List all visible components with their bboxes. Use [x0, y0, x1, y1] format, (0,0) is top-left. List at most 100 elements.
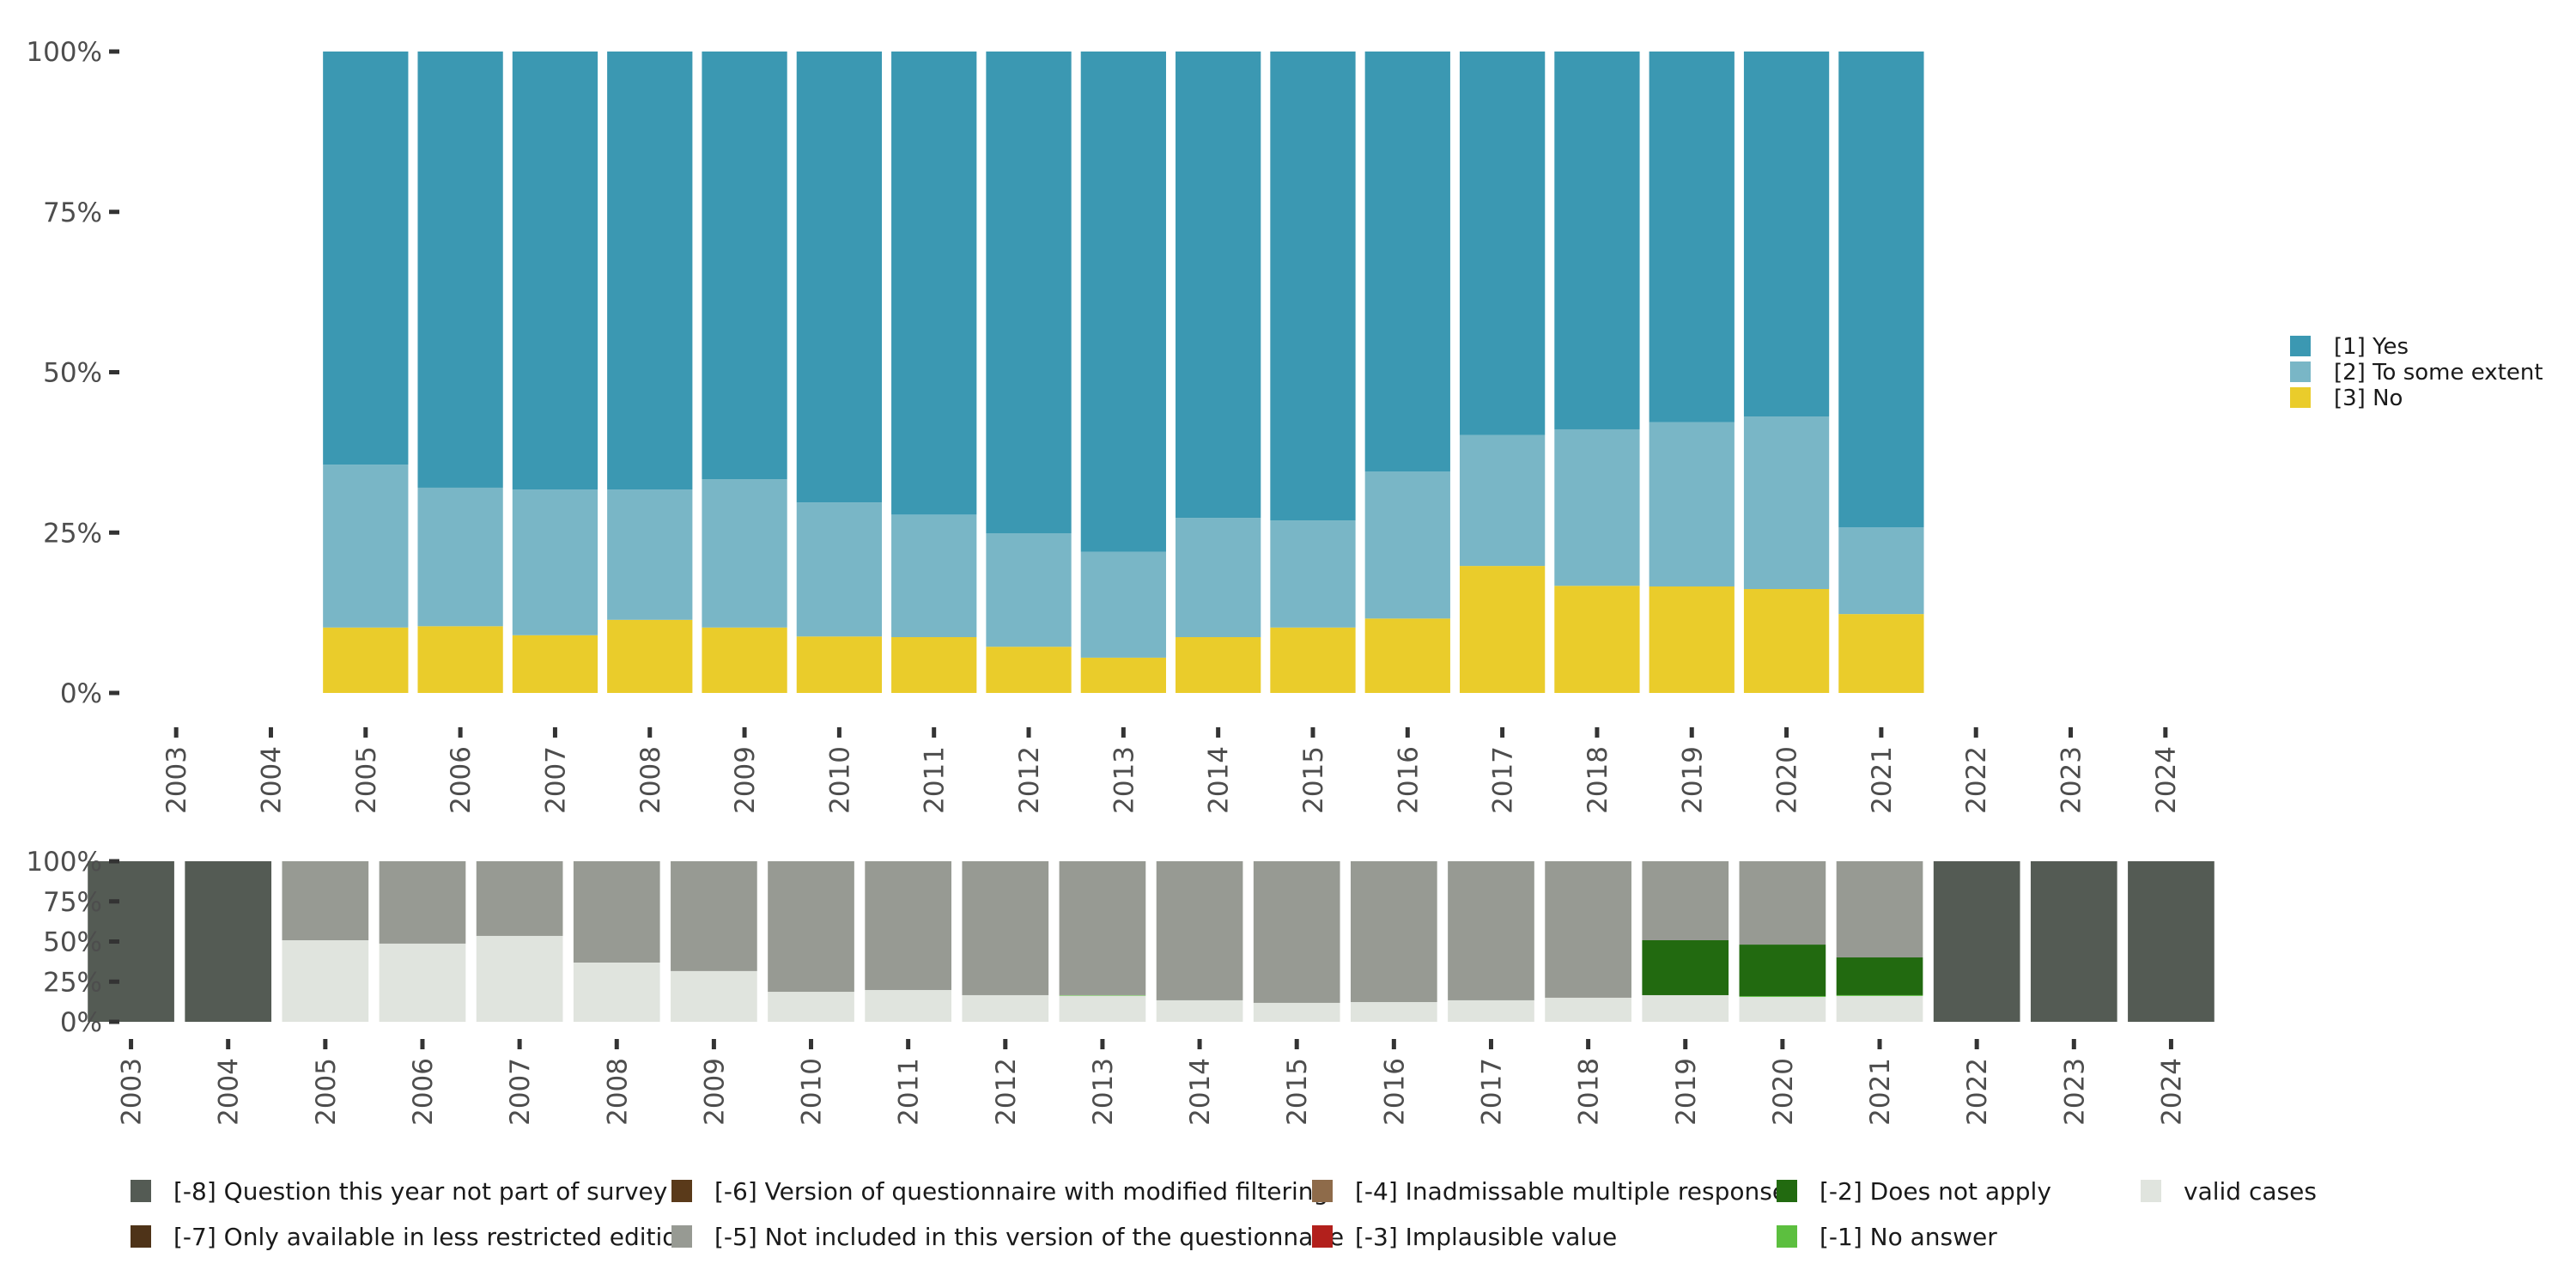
legend-swatch-2	[2290, 387, 2311, 408]
x-tick-mark-2021	[1877, 1039, 1882, 1049]
x-tick-mark-2008	[614, 1039, 619, 1049]
bar-segment-2009-s1	[702, 479, 787, 628]
legend-swatch-b2	[671, 1180, 692, 1202]
y-tick-label-0: 0%	[60, 678, 102, 709]
bar-segment-2019-s5	[1642, 861, 1729, 941]
bar-segment-2014-s0	[1156, 999, 1243, 1022]
legend-label-2: [3] No	[2334, 386, 2403, 411]
bar-segment-2016-s2	[1364, 52, 1450, 472]
x-tick-label-2005: 2005	[311, 1058, 342, 1126]
bar-segment-2010-s0	[796, 636, 883, 693]
legend-swatch-b7	[1777, 1225, 1797, 1248]
bar-segment-2017-s0	[1459, 566, 1546, 693]
x-tick-label-2011: 2011	[920, 746, 951, 814]
x-tick-label-2014: 2014	[1204, 746, 1235, 814]
bar-segment-2020-s0	[1739, 997, 1826, 1022]
bar-segment-2011-s0	[865, 989, 952, 1022]
legend-swatch-b8	[2141, 1180, 2161, 1202]
x-tick-label-2017: 2017	[1476, 1058, 1507, 1126]
x-tick-label-2007: 2007	[540, 746, 571, 814]
x-tick-mark-2022	[1973, 727, 1978, 738]
bar-segment-2007-s0	[476, 935, 563, 1022]
x-tick-mark-2014	[1216, 727, 1221, 738]
legend-swatch-0	[2290, 336, 2311, 356]
bar-segment-2006-s5	[379, 861, 466, 944]
x-tick-mark-2013	[1121, 727, 1126, 738]
x-tick-mark-2007	[552, 727, 557, 738]
bar-segment-2017-s1	[1459, 434, 1546, 567]
y-tick-mark-50	[109, 939, 119, 944]
x-tick-label-2015: 2015	[1282, 1058, 1313, 1126]
y-tick-mark-100	[109, 49, 119, 54]
y-tick-label-100: 100%	[26, 847, 102, 878]
bar-segment-2012-s1	[986, 532, 1072, 647]
y-tick-label-0: 0%	[60, 1007, 102, 1038]
y-tick-label-75: 75%	[43, 887, 102, 918]
x-tick-label-2007: 2007	[505, 1058, 536, 1126]
bar-segment-2013-s1	[1080, 551, 1166, 658]
x-tick-mark-2022	[1974, 1039, 1979, 1049]
x-tick-mark-2004	[226, 1039, 231, 1049]
x-tick-label-2006: 2006	[408, 1058, 439, 1126]
bar-segment-2013-s0	[1080, 657, 1166, 693]
bar-segment-2010-s5	[768, 861, 854, 993]
bar-segment-2007-s1	[512, 489, 598, 635]
bar-segment-2007-s2	[512, 52, 598, 490]
bar-segment-2014-s2	[1176, 52, 1261, 519]
x-tick-mark-2007	[517, 1039, 522, 1049]
bar-segment-2016-s0	[1350, 1001, 1437, 1022]
y-tick-mark-25	[109, 979, 119, 984]
x-tick-label-2014: 2014	[1185, 1058, 1216, 1126]
bar-segment-2019-s2	[1649, 52, 1735, 422]
bar-segment-2021-s5	[1836, 861, 1923, 958]
legend-label-b4: [-4] Inadmissable multiple response	[1355, 1177, 1787, 1206]
legend-swatch-b4	[1312, 1180, 1333, 1202]
x-tick-mark-2024	[2163, 727, 2168, 738]
bar-segment-2019-s0	[1649, 586, 1735, 693]
bar-segment-2020-s2	[1743, 52, 1830, 417]
x-tick-label-2020: 2020	[1772, 746, 1803, 814]
bar-segment-2021-s0	[1838, 614, 1924, 693]
legend-label-1: [2] To some extent	[2334, 360, 2543, 386]
x-tick-mark-2018	[1586, 1039, 1591, 1049]
x-tick-label-2006: 2006	[446, 746, 477, 814]
x-tick-mark-2019	[1683, 1039, 1688, 1049]
y-tick-mark-50	[109, 370, 119, 374]
bar-segment-2009-s0	[671, 970, 757, 1022]
x-tick-label-2016: 2016	[1379, 1058, 1410, 1126]
x-tick-mark-2015	[1310, 727, 1315, 738]
bar-segment-2018-s0	[1554, 586, 1640, 693]
bar-segment-2008-s5	[573, 861, 660, 963]
x-tick-label-2021: 2021	[1867, 746, 1898, 814]
bar-segment-2019-s0	[1642, 994, 1729, 1022]
bar-segment-2008-s1	[607, 489, 693, 620]
bar-segment-2003-s8	[88, 861, 174, 1022]
top-chart-y-axis: 0% 25% 50% 75% 100%	[26, 37, 119, 709]
x-tick-label-2018: 2018	[1583, 746, 1613, 814]
y-tick-label-25: 25%	[43, 518, 102, 549]
bar-segment-2006-s1	[417, 487, 503, 627]
x-tick-mark-2005	[323, 1039, 328, 1049]
y-tick-mark-0	[109, 690, 119, 696]
x-tick-label-2019: 2019	[1671, 1058, 1702, 1126]
x-tick-label-2015: 2015	[1298, 746, 1329, 814]
bar-segment-2018-s0	[1545, 997, 1631, 1022]
legend-label-b1: [-7] Only available in less restricted e…	[173, 1223, 692, 1251]
bar-segment-2024-s8	[2128, 861, 2215, 1022]
x-tick-label-2022: 2022	[1962, 1058, 1993, 1126]
top-chart-plot	[323, 52, 1924, 693]
x-tick-label-2004: 2004	[256, 746, 287, 814]
x-tick-mark-2017	[1488, 1039, 1493, 1049]
x-tick-label-2017: 2017	[1488, 746, 1519, 814]
x-tick-label-2003: 2003	[117, 1058, 148, 1126]
x-tick-mark-2015	[1294, 1039, 1299, 1049]
bar-segment-2005-s0	[282, 940, 369, 1022]
bar-segment-2019-s1	[1649, 422, 1735, 586]
bar-segment-2023-s8	[2030, 861, 2117, 1022]
x-tick-label-2005: 2005	[351, 746, 382, 814]
x-tick-label-2012: 2012	[1014, 746, 1045, 814]
y-tick-label-75: 75%	[43, 197, 102, 228]
x-tick-label-2020: 2020	[1768, 1058, 1799, 1126]
x-tick-label-2013: 2013	[1088, 1058, 1119, 1126]
bar-segment-2020-s2	[1739, 945, 1826, 997]
